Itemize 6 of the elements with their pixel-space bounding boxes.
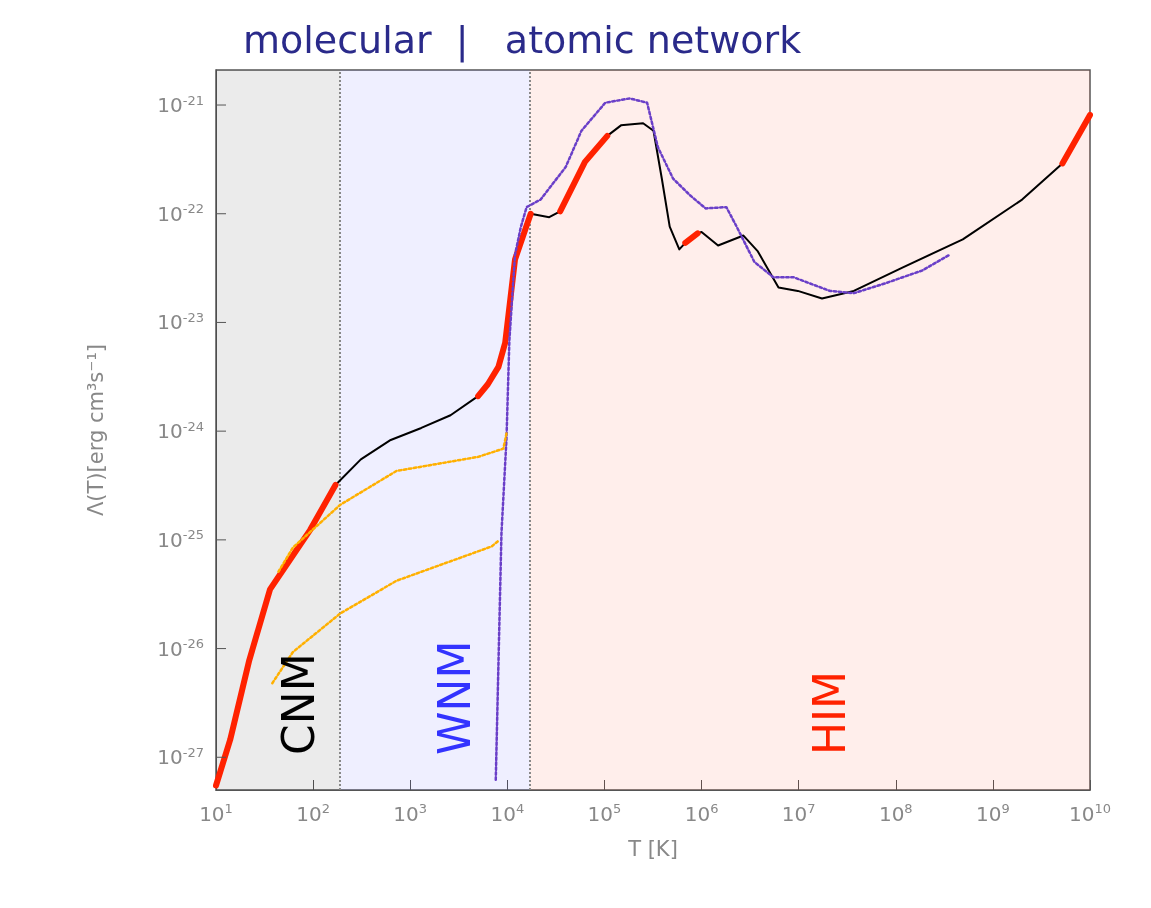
chart-title: molecular | atomic network	[243, 18, 802, 63]
y-axis-title: Λ(T)[erg cm³s⁻¹]	[83, 343, 108, 517]
band-label: HIM	[804, 670, 856, 755]
band-label: CNM	[272, 653, 324, 755]
x-axis-title: T [K]	[627, 836, 678, 861]
band-label: WNM	[429, 640, 481, 755]
